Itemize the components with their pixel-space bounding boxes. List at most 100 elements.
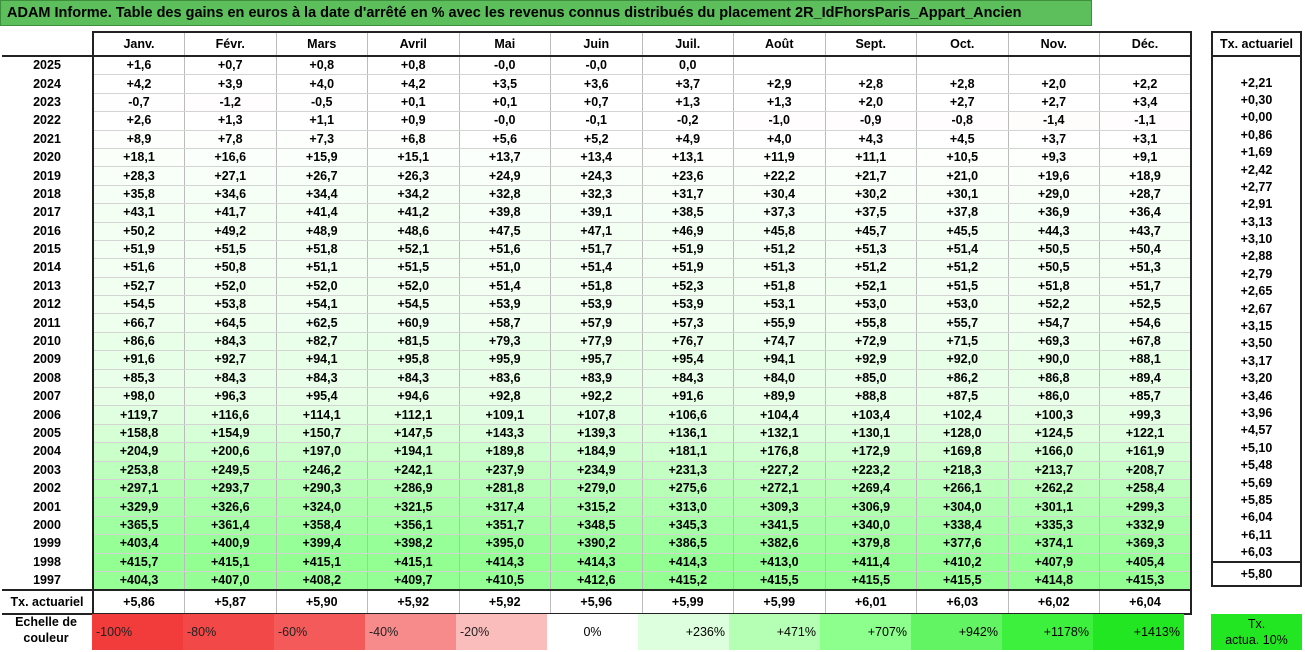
year-cell: 2007: [2, 387, 94, 406]
gain-cell: +100,3: [1008, 405, 1100, 425]
gain-cell: +218,3: [916, 461, 1009, 480]
gain-cell: +34,4: [276, 185, 368, 205]
gain-cell: +52,2: [1008, 295, 1100, 315]
gain-cell: +39,1: [550, 203, 643, 223]
color-scale-cell: -60%: [274, 614, 365, 650]
tx-actuariel-cell: +6,03: [1211, 543, 1302, 563]
gain-cell: +51,9: [642, 240, 734, 260]
gain-cell: +38,5: [642, 203, 734, 223]
gain-cell: +249,5: [184, 461, 277, 480]
gain-cell: +31,7: [642, 185, 734, 205]
gain-cell: +136,1: [642, 424, 734, 444]
gain-cell: +57,9: [550, 313, 643, 333]
gain-cell: +36,9: [1008, 203, 1100, 223]
table-row: 2006 +119,7 +116,6 +114,1 +112,1 +109,1 +107,8…: [2, 405, 1192, 425]
gain-cell: +86,2: [916, 369, 1009, 389]
gain-cell: +5,2: [550, 130, 643, 149]
table-row: 1997 +404,3 +407,0 +408,2 +409,7 +410,5 +412,6…: [2, 571, 1192, 591]
gain-cell: +7,3: [276, 130, 368, 149]
gain-cell: +176,8: [733, 442, 826, 462]
gain-cell: +4,0: [733, 130, 826, 149]
gain-cell: +55,7: [916, 313, 1009, 333]
gain-cell: +184,9: [550, 442, 643, 462]
gain-cell: +109,1: [459, 405, 551, 425]
gain-cell: +54,1: [276, 295, 368, 315]
color-scale-tx-line2: actua. 10%: [1225, 633, 1288, 647]
tx-actuariel-cell: +3,20: [1211, 370, 1302, 388]
gain-cell: +301,1: [1008, 497, 1100, 517]
footer-rate-cell: +5,86: [93, 589, 185, 616]
gain-cell: +13,1: [642, 148, 734, 168]
gain-cell: +18,1: [93, 148, 185, 168]
gain-cell: +51,5: [916, 277, 1009, 297]
gain-cell: -0,0: [550, 56, 643, 76]
gain-cell: [916, 56, 1009, 76]
table-row: 2025 +1,6 +0,7 +0,8 +0,8 -0,0 -0,0 0,0: [2, 56, 1192, 76]
table-row: 2007 +98,0 +96,3 +95,4 +94,6 +92,8 +92,2 +91,6 +…: [2, 387, 1192, 407]
gain-cell: +169,8: [916, 442, 1009, 462]
tx-actuariel-cell: +3,10: [1211, 230, 1302, 249]
gain-cell: +279,0: [550, 479, 643, 499]
gain-cell: +52,1: [367, 240, 460, 260]
gain-cell: +114,1: [276, 405, 368, 425]
gain-cell: +2,7: [1008, 93, 1100, 113]
gain-cell: +34,6: [184, 185, 277, 205]
month-header: Déc.: [1099, 31, 1192, 57]
gain-cell: +3,4: [1099, 93, 1192, 113]
table-row: 2002 +297,1 +293,7 +290,3 +286,9 +281,8 +279,0…: [2, 479, 1192, 499]
year-cell: 2001: [2, 497, 94, 517]
gain-cell: +132,1: [733, 424, 826, 444]
month-header: Juin: [550, 31, 643, 57]
year-cell: 2020: [2, 148, 94, 167]
table-row: 2009 +91,6 +92,7 +94,1 +95,8 +95,9 +95,7 +95,4 +…: [2, 350, 1192, 370]
tx-actuariel-cell: +4,57: [1211, 422, 1302, 440]
table-row: 2023 -0,7 -1,2 -0,5 +0,1 +0,1 +0,7 +1,3 +1,3 +2,0…: [2, 93, 1192, 113]
month-header: Mai: [459, 31, 551, 57]
gain-cell: +51,7: [550, 240, 643, 260]
gain-cell: +112,1: [367, 405, 460, 425]
tx-actuariel-cell: +0,00: [1211, 109, 1302, 127]
month-header: Mars: [276, 31, 368, 57]
tx-actuariel-cell: +5,10: [1211, 439, 1302, 457]
table-row: 2014 +51,6 +50,8 +51,1 +51,5 +51,0 +51,4 +51,9 +…: [2, 258, 1192, 278]
gain-cell: +2,2: [1099, 74, 1192, 94]
gain-cell: +21,7: [825, 166, 917, 186]
gain-cell: +11,1: [825, 148, 917, 168]
footer-rate-cell: +5,92: [459, 589, 551, 616]
gain-cell: +398,2: [367, 534, 460, 554]
gain-cell: +51,4: [916, 240, 1009, 260]
gain-cell: +48,6: [367, 222, 460, 241]
gain-cell: +102,4: [916, 405, 1009, 425]
gain-cell: +51,5: [367, 258, 460, 278]
gain-cell: +2,8: [825, 74, 917, 94]
gain-cell: +332,9: [1099, 516, 1192, 536]
footer-rate-cell: +5,87: [184, 589, 277, 616]
gain-cell: +50,2: [93, 222, 185, 241]
gain-cell: +4,9: [642, 130, 734, 149]
gain-cell: -0,7: [93, 93, 185, 113]
gain-cell: +304,0: [916, 497, 1009, 517]
gain-cell: -0,0: [459, 111, 551, 131]
gain-cell: +24,9: [459, 166, 551, 186]
gain-cell: +99,3: [1099, 405, 1192, 425]
gain-cell: +7,8: [184, 130, 277, 149]
gain-cell: +189,8: [459, 442, 551, 462]
gain-cell: +8,9: [93, 130, 185, 149]
gain-cell: +3,7: [642, 74, 734, 94]
month-header: Juil.: [642, 31, 734, 57]
gain-cell: +51,4: [459, 277, 551, 297]
tx-actuariel-cell: +6,11: [1211, 526, 1302, 544]
gain-cell: +351,7: [459, 516, 551, 536]
gain-cell: +84,3: [184, 332, 277, 352]
gain-cell: +281,8: [459, 479, 551, 499]
color-scale: -100% -80% -60% -40% -20% 0% +236% +471% +707% +9…: [92, 614, 1184, 650]
gain-cell: +410,5: [459, 571, 551, 591]
gain-cell: +71,5: [916, 332, 1009, 352]
tx-actuariel-cell: +0,86: [1211, 126, 1302, 144]
gain-cell: +4,3: [825, 130, 917, 149]
gain-cell: +37,5: [825, 203, 917, 223]
gain-cell: +412,6: [550, 571, 643, 591]
gain-cell: +51,6: [459, 240, 551, 260]
gain-cell: +24,3: [550, 166, 643, 186]
table-row: 2017 +43,1 +41,7 +41,4 +41,2 +39,8 +39,1 +38,5 +…: [2, 203, 1192, 223]
